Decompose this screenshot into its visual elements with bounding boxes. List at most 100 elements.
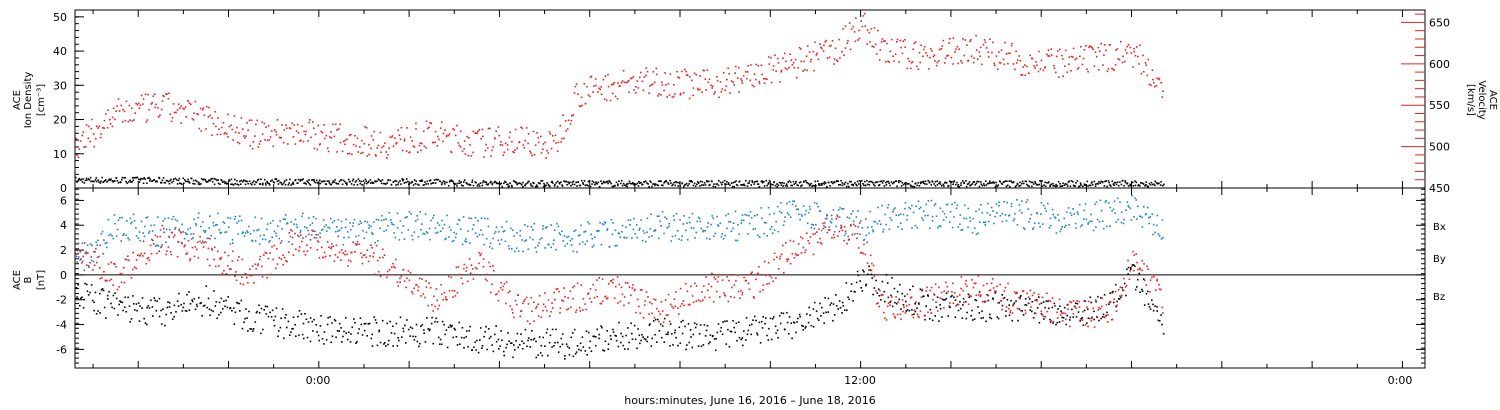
data-point-by — [331, 243, 333, 245]
data-point-by — [959, 223, 961, 226]
data-point-by — [315, 237, 318, 239]
data-point-velocity — [722, 72, 725, 74]
data-point-velocity — [244, 137, 246, 139]
data-point-bz — [662, 321, 665, 324]
data-point-bx — [503, 350, 505, 353]
data-point-density — [1142, 183, 1145, 185]
data-point-bx — [900, 308, 902, 310]
data-point-bx — [138, 320, 141, 322]
data-point-velocity — [207, 116, 210, 118]
data-point-density — [487, 183, 490, 185]
data-point-bx — [306, 336, 309, 339]
data-point-density — [993, 182, 995, 184]
data-point-bx — [855, 281, 858, 284]
data-point-density — [971, 183, 974, 185]
data-point-by — [885, 223, 887, 226]
data-point-density — [449, 179, 452, 182]
data-point-velocity — [1036, 64, 1038, 67]
data-point-bx — [249, 328, 251, 330]
data-point-velocity — [906, 67, 909, 70]
data-point-bz — [422, 293, 425, 295]
data-point-density — [427, 183, 429, 185]
data-point-bx — [238, 302, 241, 305]
data-point-bx — [617, 345, 620, 348]
data-point-velocity — [532, 130, 535, 133]
data-point-velocity — [385, 151, 387, 153]
data-point-by — [197, 212, 200, 214]
data-point-by — [413, 231, 416, 233]
data-point-bz — [901, 299, 904, 301]
data-point-density — [198, 181, 200, 184]
data-point-density — [942, 183, 945, 186]
data-point-bx — [815, 310, 818, 312]
data-point-velocity — [139, 104, 142, 106]
data-point-density — [706, 180, 708, 183]
data-point-by — [510, 227, 512, 230]
data-point-bz — [172, 236, 175, 238]
data-point-bx — [566, 345, 569, 348]
data-point-bz — [486, 279, 488, 282]
data-point-density — [363, 182, 366, 184]
data-point-velocity — [1068, 63, 1070, 65]
data-point-density — [353, 184, 355, 186]
data-point-density — [858, 180, 861, 182]
data-point-density — [88, 179, 91, 181]
data-point-bz — [147, 256, 150, 259]
data-point-by — [1095, 226, 1097, 228]
data-point-bz — [221, 272, 224, 275]
data-point-bz — [424, 296, 426, 299]
data-point-velocity — [406, 127, 408, 129]
data-point-bz — [199, 236, 201, 238]
data-point-velocity — [999, 62, 1002, 64]
data-point-density — [175, 179, 178, 181]
data-point-velocity — [1144, 62, 1147, 64]
data-point-by — [472, 224, 475, 226]
data-point-bx — [331, 335, 334, 338]
data-point-bx — [132, 295, 134, 297]
data-point-bx — [896, 290, 899, 293]
data-point-velocity — [1015, 50, 1017, 53]
data-point-by — [1016, 199, 1018, 201]
data-point-by — [550, 246, 552, 249]
data-point-bz — [110, 261, 112, 264]
data-point-velocity — [276, 119, 279, 121]
data-point-bx — [250, 328, 253, 330]
data-point-bz — [513, 316, 515, 319]
data-point-density — [1039, 179, 1041, 182]
data-point-velocity — [944, 57, 947, 60]
data-point-bx — [267, 315, 270, 318]
data-point-bz — [497, 290, 500, 293]
data-point-bx — [129, 321, 131, 323]
data-point-velocity — [1047, 55, 1049, 57]
data-point-velocity — [594, 78, 597, 80]
data-point-bx — [233, 323, 236, 325]
data-point-bx — [878, 294, 881, 297]
data-point-density — [906, 183, 909, 185]
data-point-bz — [433, 295, 435, 298]
data-point-velocity — [1004, 41, 1006, 44]
data-point-bx — [919, 288, 922, 290]
data-point-by — [690, 227, 693, 229]
data-point-by — [347, 231, 349, 233]
data-point-density — [475, 181, 477, 184]
data-point-density — [458, 182, 461, 184]
data-point-density — [805, 180, 807, 182]
data-point-by — [1085, 218, 1088, 221]
data-point-bz — [255, 268, 257, 270]
data-point-bz — [793, 257, 796, 259]
data-point-bz — [273, 244, 276, 247]
data-point-bx — [588, 347, 591, 349]
data-point-by — [1144, 213, 1147, 216]
data-point-bx — [427, 328, 429, 330]
data-point-density — [1056, 185, 1058, 187]
data-point-by — [135, 227, 137, 229]
data-point-velocity — [666, 96, 668, 98]
data-point-by — [574, 229, 577, 232]
data-point-density — [624, 185, 627, 187]
data-point-by — [293, 223, 295, 225]
data-point-bx — [518, 344, 521, 346]
data-point-density — [621, 184, 624, 187]
data-point-by — [179, 230, 182, 233]
data-point-by — [678, 238, 680, 240]
data-point-bx — [423, 332, 425, 334]
